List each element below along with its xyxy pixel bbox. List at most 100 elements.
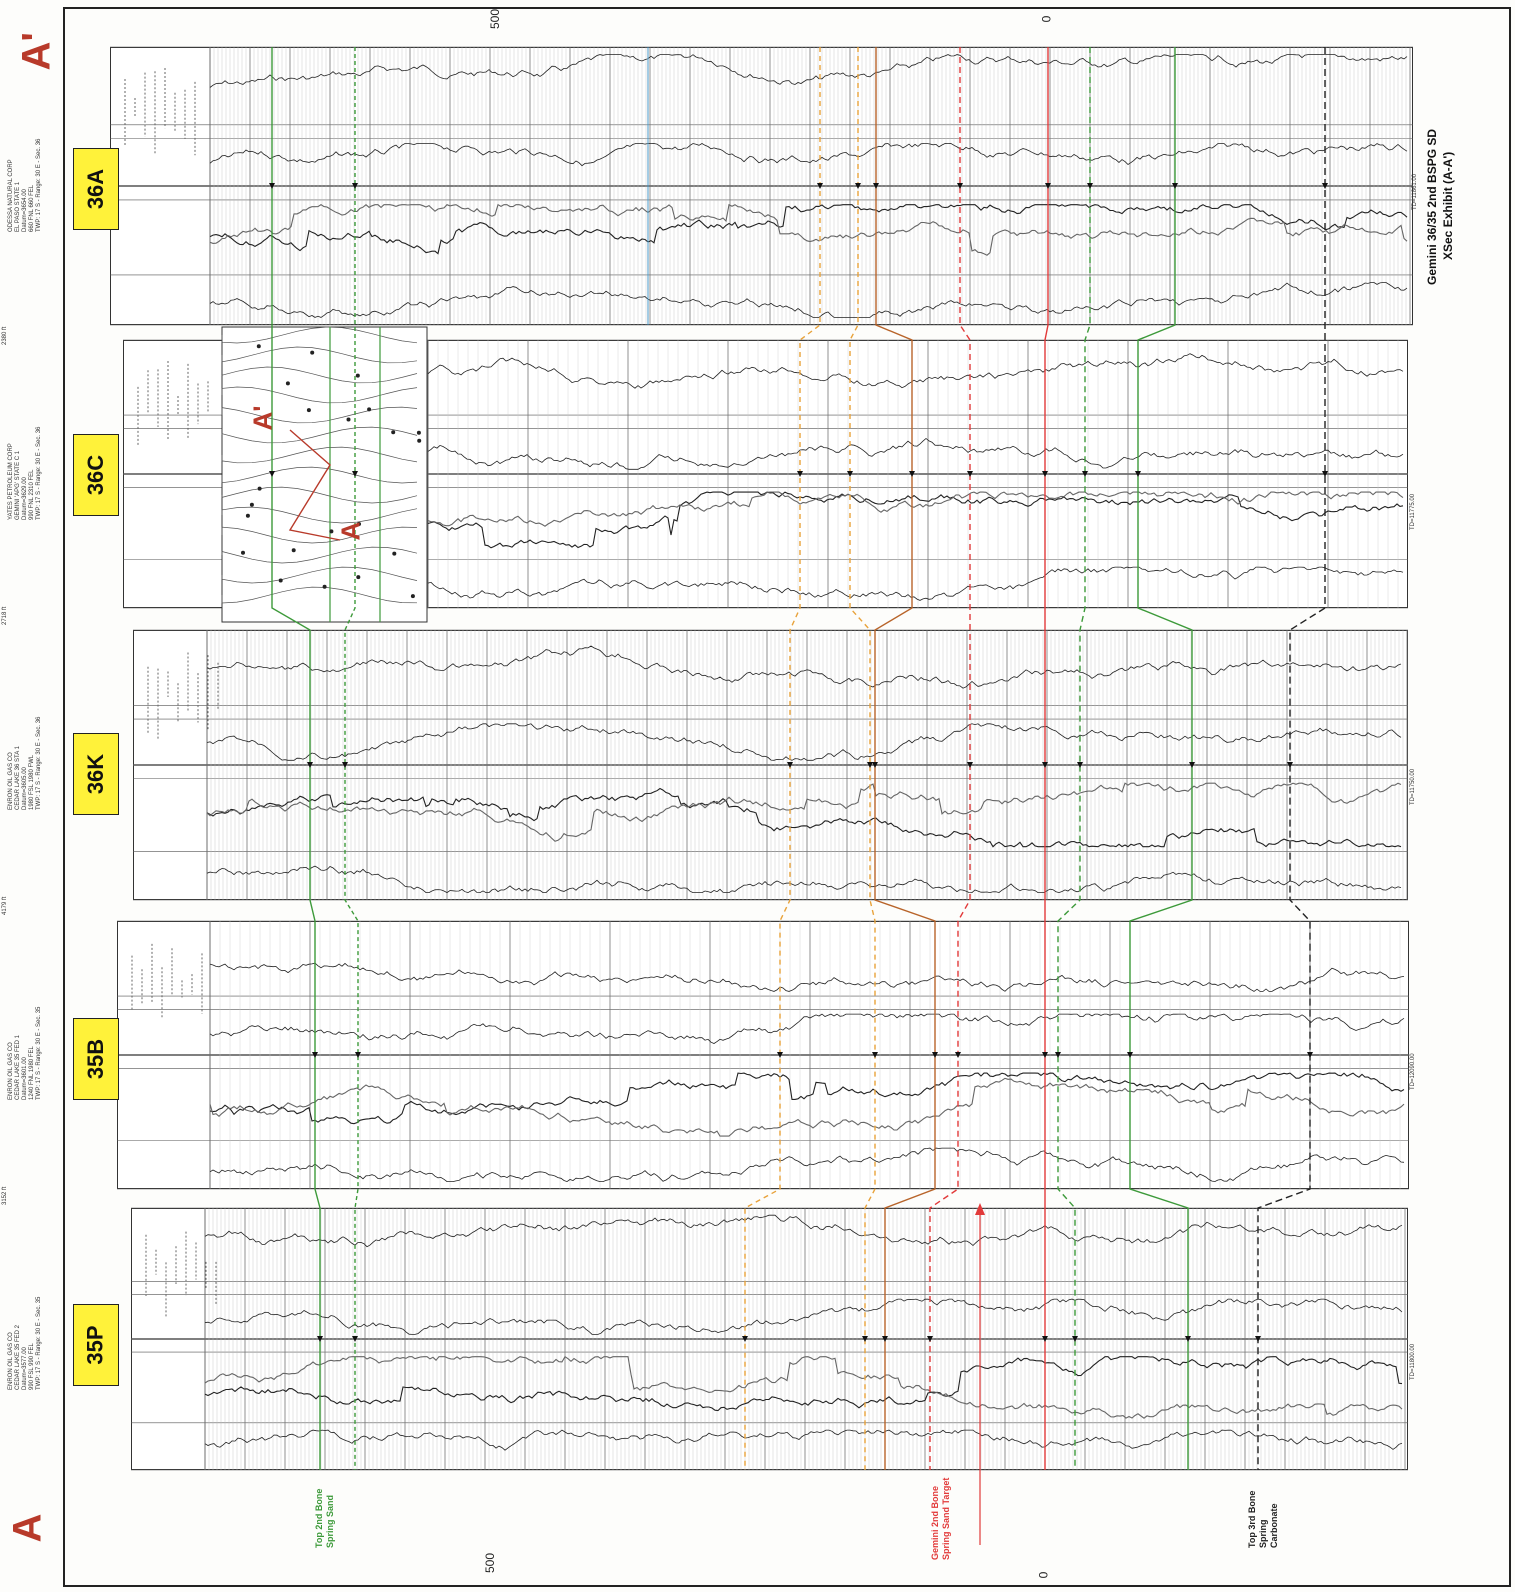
- log-curve: [206, 865, 1402, 894]
- map-well-dot: [322, 584, 327, 589]
- formation-top-tick: [867, 762, 873, 768]
- formation-top-tick: [872, 1052, 878, 1058]
- map-well-dot: [278, 578, 283, 583]
- map-well-dot: [285, 381, 290, 386]
- formation-top-tick: [312, 1052, 318, 1058]
- log-curve: [427, 491, 1404, 527]
- marker-label-top-2nd-bone: Top 2nd Bone Spring Sand: [314, 1488, 335, 1548]
- formation-top-tick: [1072, 1336, 1078, 1342]
- green-marker-2: [344, 47, 359, 1470]
- formation-top-tick: [1045, 183, 1051, 189]
- map-contour: [221, 406, 418, 424]
- formation-top-tick: [882, 1336, 888, 1342]
- map-well-dot: [346, 417, 351, 422]
- map-well-dot: [416, 430, 421, 435]
- formation-top-tick: [1307, 1052, 1313, 1058]
- green-marker-3: [1057, 47, 1091, 1470]
- map-contour: [221, 546, 418, 564]
- map-well-dot: [256, 344, 261, 349]
- map-well-dot: [241, 550, 245, 555]
- log-curve: [206, 645, 1402, 689]
- formation-top-tick: [1135, 471, 1141, 477]
- log-curve: [206, 782, 1402, 842]
- formation-top-tick: [1042, 762, 1048, 768]
- formation-top-tick: [1172, 183, 1178, 189]
- formation-top-tick: [967, 762, 973, 768]
- map-contour: [221, 586, 418, 604]
- map-well-dot: [417, 438, 422, 443]
- map-well-dot: [357, 522, 361, 526]
- well-badge-36c: 36C: [73, 434, 119, 516]
- formation-top-tick: [927, 1336, 933, 1342]
- well-badge-36a: 36A: [73, 148, 119, 230]
- formation-top-tick: [909, 471, 915, 477]
- log-curve: [427, 491, 1404, 549]
- formation-top-tick: [1189, 762, 1195, 768]
- formation-top-tick: [342, 762, 348, 768]
- td-label-36c: TD=11775.00: [1410, 493, 1416, 530]
- formation-top-tick: [1042, 471, 1048, 477]
- exhibit-title-line1: Gemini 36/35 2nd BSPG SD: [1425, 128, 1439, 285]
- formation-top-tick: [797, 471, 803, 477]
- map-contour: [221, 366, 418, 384]
- formation-top-tick: [1287, 762, 1293, 768]
- map-contour: [221, 426, 418, 444]
- map-contour: [221, 466, 418, 484]
- formation-top-tick: [1077, 762, 1083, 768]
- well-badge-35p: 35P: [73, 1304, 119, 1386]
- map-well-dot: [291, 548, 296, 553]
- map-well-dot: [329, 529, 334, 534]
- map-well-dot: [392, 551, 397, 556]
- map-well-dot: [391, 430, 396, 435]
- map-label-a: A: [335, 521, 366, 541]
- log-curve: [209, 282, 1408, 318]
- map-well-dot: [410, 594, 415, 599]
- map-well-dot: [249, 502, 254, 507]
- log-curve: [209, 1013, 1405, 1044]
- map-label-a-prime: A': [247, 405, 278, 431]
- map-well-dot: [356, 575, 361, 580]
- log-curve: [209, 54, 1408, 88]
- log-curve: [427, 566, 1404, 601]
- td-label-35b: TD=12090.00: [1410, 1053, 1416, 1090]
- formation-top-tick: [955, 1052, 961, 1058]
- formation-top-tick: [269, 183, 275, 189]
- map-well-dot: [257, 486, 262, 491]
- orange-marker-1: [744, 47, 821, 1470]
- map-contour: [221, 326, 418, 344]
- td-label-36k: TD=11750.00: [1410, 768, 1416, 805]
- formation-top-tick: [317, 1336, 323, 1342]
- formation-top-tick: [269, 471, 275, 477]
- log-curve: [206, 787, 1402, 848]
- formation-top-tick: [847, 471, 853, 477]
- log-curve: [209, 204, 1408, 255]
- map-well-dot: [355, 373, 360, 378]
- map-contour: [221, 386, 418, 404]
- formation-top-tick: [855, 183, 861, 189]
- target-arrow-head: [975, 1203, 985, 1215]
- formation-top-tick: [787, 762, 793, 768]
- map-well-dot: [310, 350, 315, 355]
- log-curve: [209, 143, 1408, 167]
- formation-top-tick: [352, 471, 358, 477]
- formation-top-tick: [742, 1336, 748, 1342]
- map-contour: [221, 566, 418, 584]
- log-curve: [204, 1429, 1403, 1451]
- exhibit-frame: [63, 7, 1511, 1587]
- formation-top-tick: [872, 762, 878, 768]
- log-curve: [209, 1072, 1405, 1125]
- log-curve: [427, 353, 1404, 389]
- formation-top-tick: [1087, 183, 1093, 189]
- formation-top-tick: [1055, 1052, 1061, 1058]
- map-contour: [221, 506, 418, 524]
- map-well-dot: [367, 407, 372, 412]
- log-curve: [204, 1356, 1403, 1412]
- map-contour: [221, 526, 418, 544]
- exhibit-title-line2: XSec Exhibit (A-A'): [1441, 151, 1455, 260]
- formation-top-tick: [1255, 1336, 1261, 1342]
- td-label-36a: TD=11861.00: [1412, 173, 1418, 210]
- log-curve: [209, 1147, 1405, 1183]
- log-curve: [209, 1077, 1405, 1137]
- orange-marker-2: [849, 47, 876, 1470]
- formation-top-tick: [1127, 1052, 1133, 1058]
